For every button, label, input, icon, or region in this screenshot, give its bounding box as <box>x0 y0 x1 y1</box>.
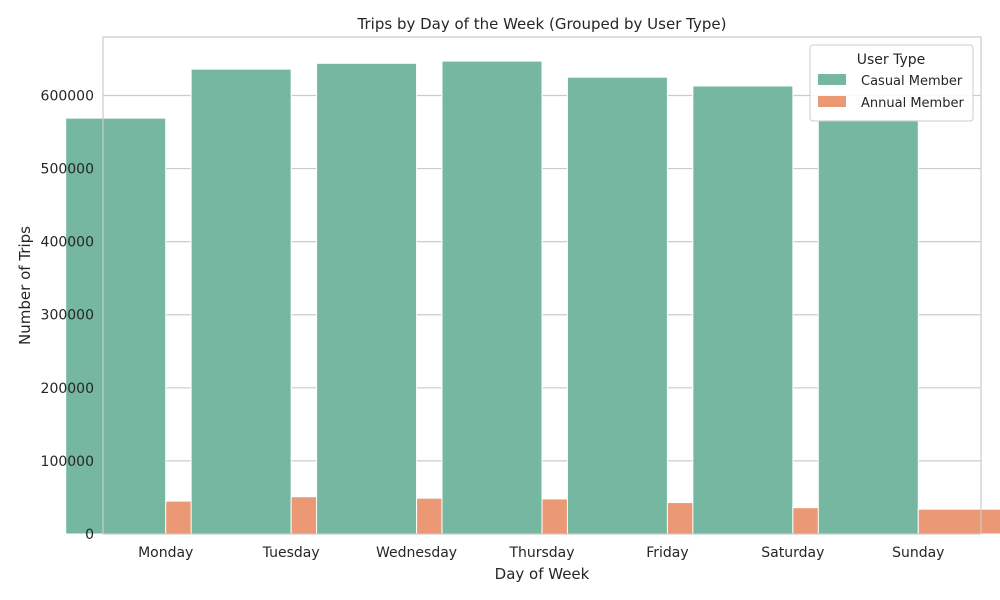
bar-thursday-casual-member <box>441 60 543 535</box>
y-tick-label: 500000 <box>41 162 94 178</box>
x-tick-label-sunday: Sunday <box>892 545 944 561</box>
legend-box <box>809 44 974 122</box>
legend-swatch-casual-member <box>818 74 846 85</box>
y-tick-label: 0 <box>85 527 94 543</box>
x-axis-label: Day of Week <box>495 565 590 583</box>
y-tick-label: 400000 <box>41 235 94 251</box>
y-tick-label: 300000 <box>41 308 94 324</box>
plot-frame <box>102 36 982 535</box>
y-axis-label: Number of Trips <box>16 226 34 345</box>
bar-monday-casual-member <box>65 117 167 535</box>
y-tick-label: 200000 <box>41 381 94 397</box>
legend-title: User Type <box>857 52 926 68</box>
bars <box>65 60 1000 535</box>
y-tick-label: 600000 <box>41 88 94 104</box>
chart-title: Trips by Day of the Week (Grouped by Use… <box>357 15 727 33</box>
legend-label-annual-member: Annual Member <box>861 96 964 111</box>
legend: User Type Casual Member Annual Member <box>809 44 974 122</box>
x-tick-label-friday: Friday <box>646 545 688 561</box>
bar-sunday-annual-member <box>917 508 1000 535</box>
bar-saturday-casual-member <box>692 85 794 535</box>
bar-friday-casual-member <box>566 76 668 535</box>
legend-label-casual-member: Casual Member <box>861 74 963 89</box>
x-axis-ticks: Monday Tuesday Wednesday Thursday Friday Satu… <box>138 545 944 561</box>
bar-tuesday-casual-member <box>190 68 292 535</box>
bar-sunday-casual-member <box>817 119 919 535</box>
x-tick-label-saturday: Saturday <box>761 545 824 561</box>
bar-wednesday-casual-member <box>316 62 418 535</box>
x-tick-label-tuesday: Tuesday <box>262 545 320 561</box>
y-axis-ticks: 0 100000 200000 300000 400000 500000 600000 <box>41 88 94 543</box>
legend-swatch-annual-member <box>818 96 846 107</box>
x-tick-label-monday: Monday <box>138 545 193 561</box>
y-tick-label: 100000 <box>41 454 94 470</box>
x-tick-label-wednesday: Wednesday <box>376 545 457 561</box>
x-tick-label-thursday: Thursday <box>508 545 574 561</box>
